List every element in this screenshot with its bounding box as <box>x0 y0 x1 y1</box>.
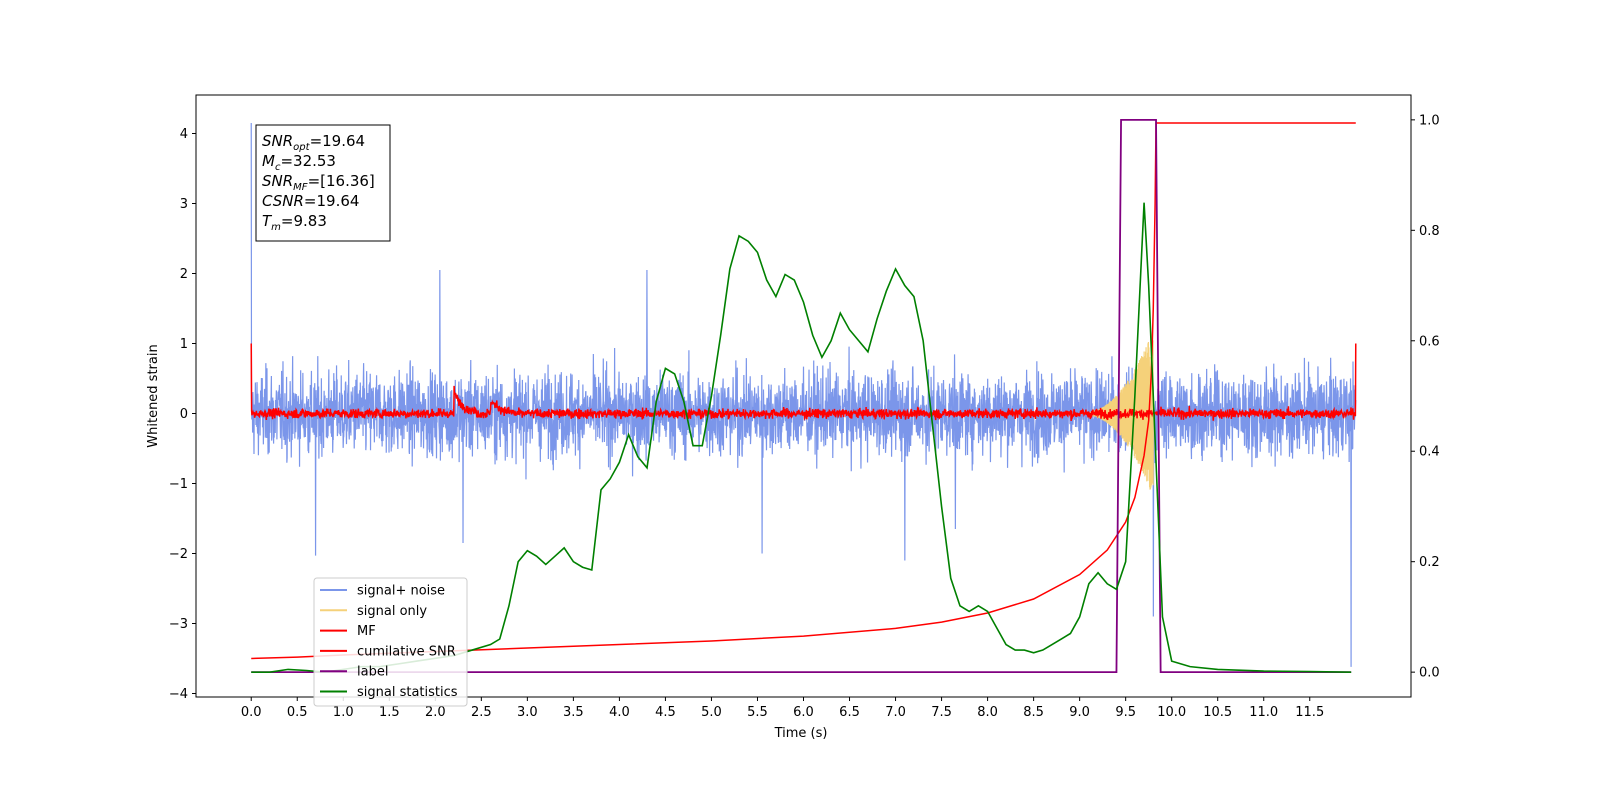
y-tick-label: −3 <box>169 617 188 632</box>
y-tick-label: 2 <box>180 267 188 282</box>
stats-annotation-box: SNRopt=19.64Mc=32.53SNRMF=[16.36]CSNR=19… <box>255 124 391 242</box>
legend-entry: signal only <box>357 604 427 619</box>
x-tick-label: 9.5 <box>1115 705 1136 720</box>
x-tick-label: 10.0 <box>1157 705 1186 720</box>
legend-entry: MF <box>357 624 376 639</box>
annotation-line: CSNR=19.64 <box>262 192 359 210</box>
legend-frame <box>313 577 468 707</box>
x-tick-label: 0.0 <box>241 705 262 720</box>
y-axis-label: Whitened strain <box>146 344 161 447</box>
x-tick-label: 7.0 <box>885 705 906 720</box>
legend-entry: label <box>357 665 388 680</box>
x-tick-label: 10.5 <box>1203 705 1232 720</box>
x-tick-label: 1.5 <box>379 705 400 720</box>
y-tick-label: 1 <box>180 337 188 352</box>
x-axis: 0.0 0.5 1.0 1.5 2.0 2.5 3.0 3.5 4.0 4.5 5.0 5.5 6.0 6… <box>241 697 1324 720</box>
annotation-line: SNRMF=[16.36] <box>262 172 375 193</box>
plot-area <box>250 118 1357 674</box>
x-tick-label: 6.5 <box>839 705 860 720</box>
y2-tick-label: 0.2 <box>1419 555 1440 570</box>
series-signal-statistics <box>251 202 1352 673</box>
x-tick-label: 8.5 <box>1023 705 1044 720</box>
legend-entry: cumilative SNR <box>357 644 456 659</box>
x-tick-label: 3.0 <box>517 705 538 720</box>
y-axis-left: −4 −3 −2 −1 0 1 2 3 4 <box>169 127 196 702</box>
x-tick-label: 2.0 <box>425 705 446 720</box>
x-tick-label: 2.5 <box>471 705 492 720</box>
y-tick-label: −2 <box>169 547 188 562</box>
series-signal-noise <box>250 122 1357 667</box>
x-tick-label: 3.5 <box>563 705 584 720</box>
y-tick-label: −4 <box>169 687 188 702</box>
series-label <box>251 118 1352 674</box>
x-axis-label: Time (s) <box>774 726 828 741</box>
y2-tick-label: 0.4 <box>1419 445 1440 460</box>
series-mf <box>250 343 1357 422</box>
x-tick-label: 11.0 <box>1249 705 1278 720</box>
annotation-line: Tm=9.83 <box>262 212 327 233</box>
x-tick-label: 5.5 <box>747 705 768 720</box>
x-tick-label: 5.0 <box>701 705 722 720</box>
x-tick-label: 11.5 <box>1295 705 1324 720</box>
y-tick-label: −1 <box>169 477 188 492</box>
y2-tick-label: 0.0 <box>1419 666 1440 681</box>
y2-tick-label: 0.6 <box>1419 334 1440 349</box>
x-tick-label: 4.5 <box>655 705 676 720</box>
x-tick-label: 8.0 <box>977 705 998 720</box>
y2-tick-label: 1.0 <box>1419 113 1440 128</box>
x-tick-label: 4.0 <box>609 705 630 720</box>
legend-entry: signal statistics <box>357 685 458 700</box>
legend-entry: signal+ noise <box>357 584 445 599</box>
x-tick-label: 0.5 <box>287 705 308 720</box>
y-axis-right: 0.0 0.2 0.4 0.6 0.8 1.0 <box>1411 113 1440 681</box>
y-tick-label: 0 <box>180 407 188 422</box>
y-tick-label: 4 <box>180 127 188 142</box>
x-tick-label: 6.0 <box>793 705 814 720</box>
x-tick-label: 1.0 <box>333 705 354 720</box>
x-tick-label: 9.0 <box>1069 705 1090 720</box>
x-tick-label: 7.5 <box>931 705 952 720</box>
y2-tick-label: 0.8 <box>1419 224 1440 239</box>
annotation-line: SNRopt=19.64 <box>262 132 365 153</box>
annotation-line: Mc=32.53 <box>262 152 336 173</box>
y-tick-label: 3 <box>180 197 188 212</box>
annotation-frame <box>255 124 391 242</box>
legend: signal+ noise signal only MF cumilative SNR… <box>313 577 468 707</box>
